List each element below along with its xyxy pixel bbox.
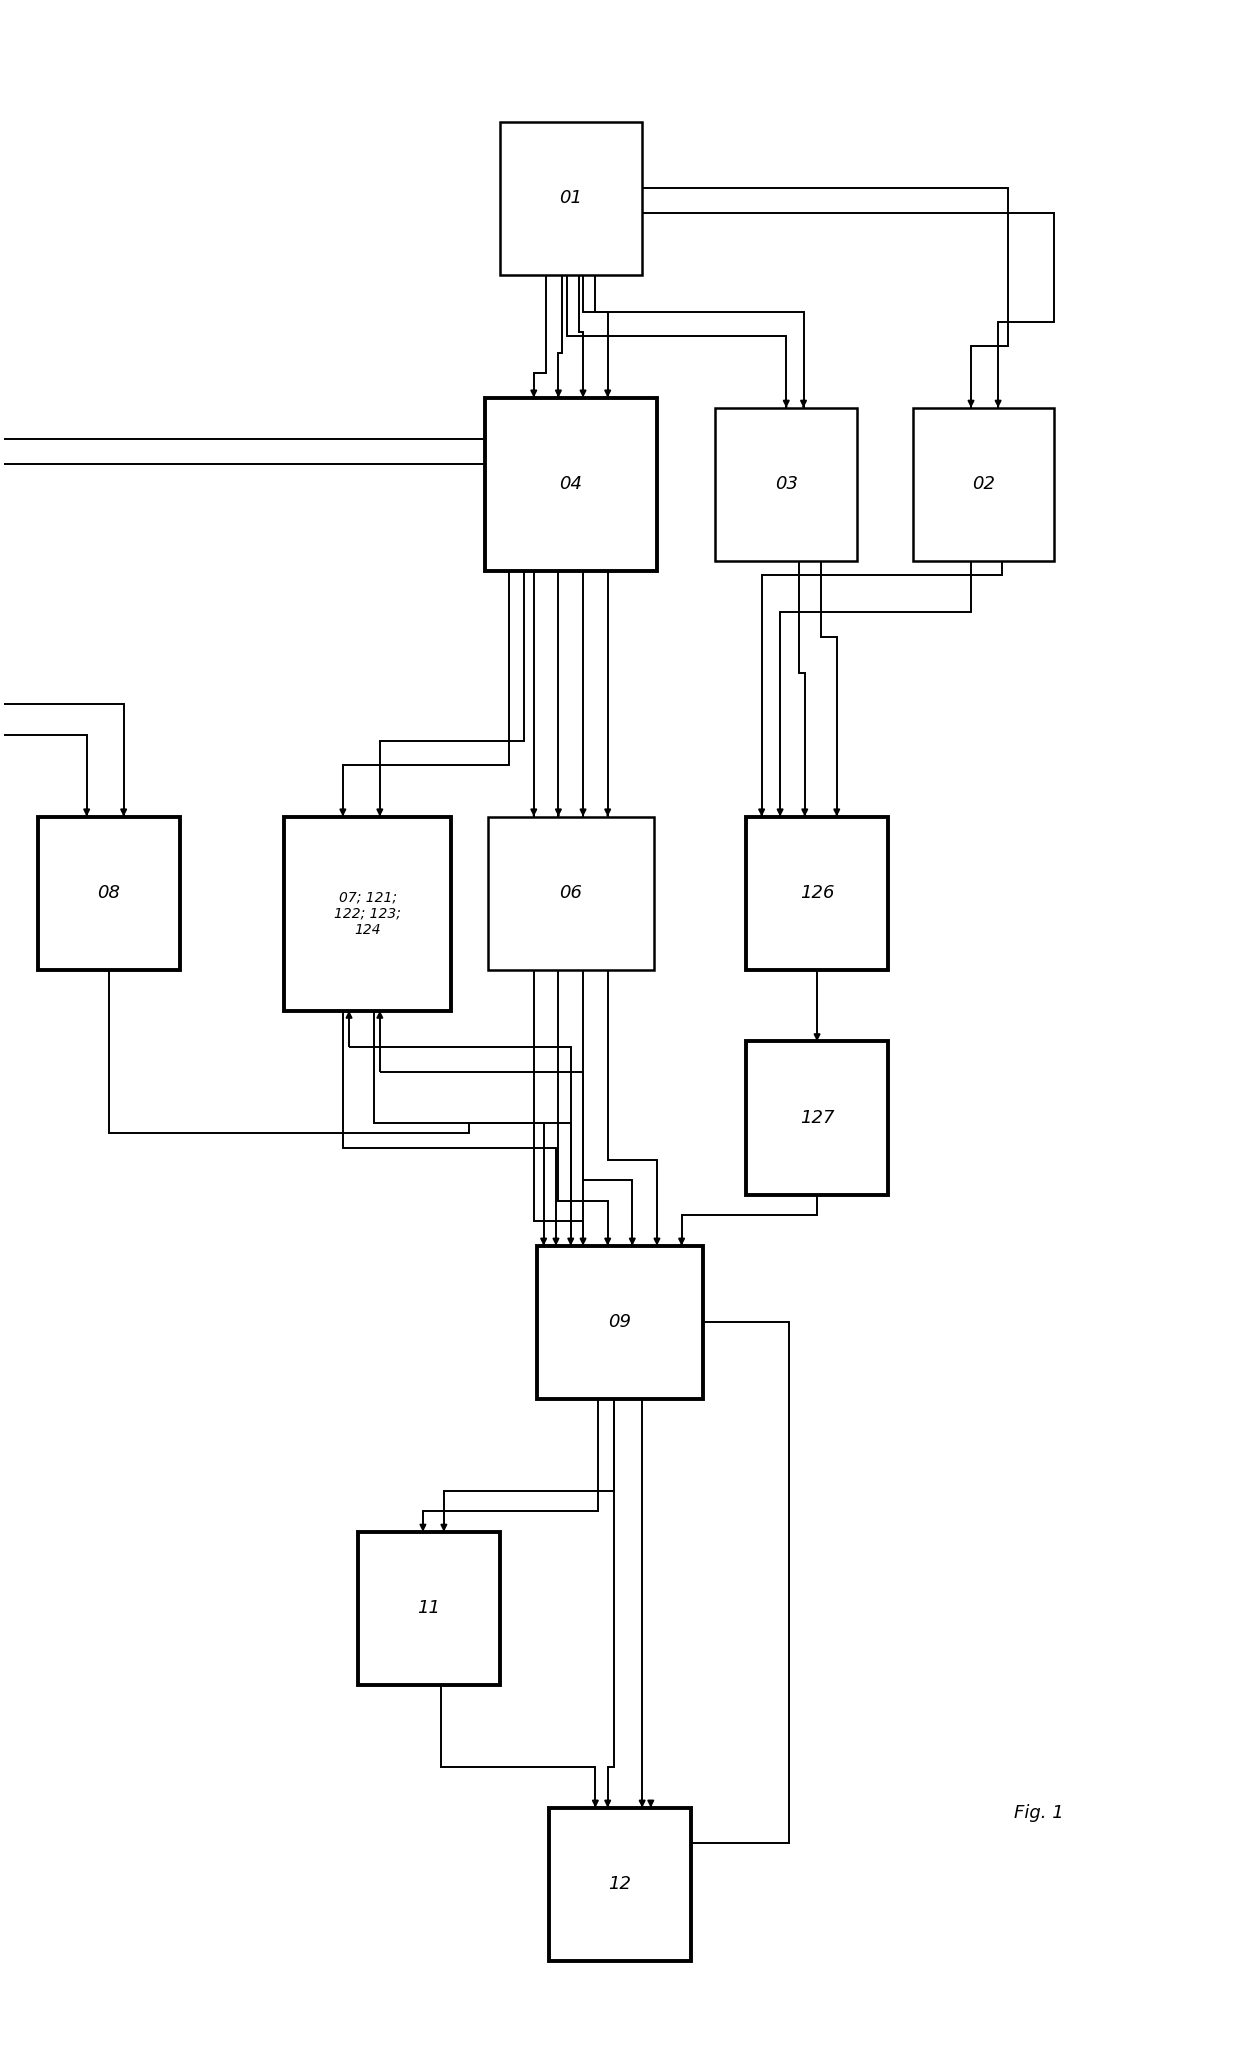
Bar — [485, 398, 657, 570]
Bar — [487, 817, 653, 971]
Text: 09: 09 — [609, 1313, 631, 1332]
Bar — [38, 817, 180, 971]
Bar — [549, 1808, 691, 1962]
Text: 11: 11 — [418, 1599, 440, 1617]
Text: 01: 01 — [559, 189, 583, 207]
Text: 02: 02 — [972, 476, 994, 492]
Bar — [500, 121, 641, 275]
Bar — [746, 817, 888, 971]
Text: 06: 06 — [559, 884, 583, 903]
Bar — [746, 1040, 888, 1194]
Text: 12: 12 — [609, 1876, 631, 1894]
Text: 08: 08 — [98, 884, 120, 903]
Bar — [913, 408, 1054, 560]
Bar — [284, 817, 450, 1012]
Text: Fig. 1: Fig. 1 — [1014, 1804, 1064, 1822]
Text: 07; 121;
122; 123;
124: 07; 121; 122; 123; 124 — [334, 891, 401, 938]
Text: 03: 03 — [775, 476, 797, 492]
Bar — [715, 408, 857, 560]
Bar — [358, 1531, 500, 1685]
Bar — [537, 1246, 703, 1399]
Text: 04: 04 — [559, 476, 583, 492]
Text: 127: 127 — [800, 1108, 835, 1127]
Text: 126: 126 — [800, 884, 835, 903]
